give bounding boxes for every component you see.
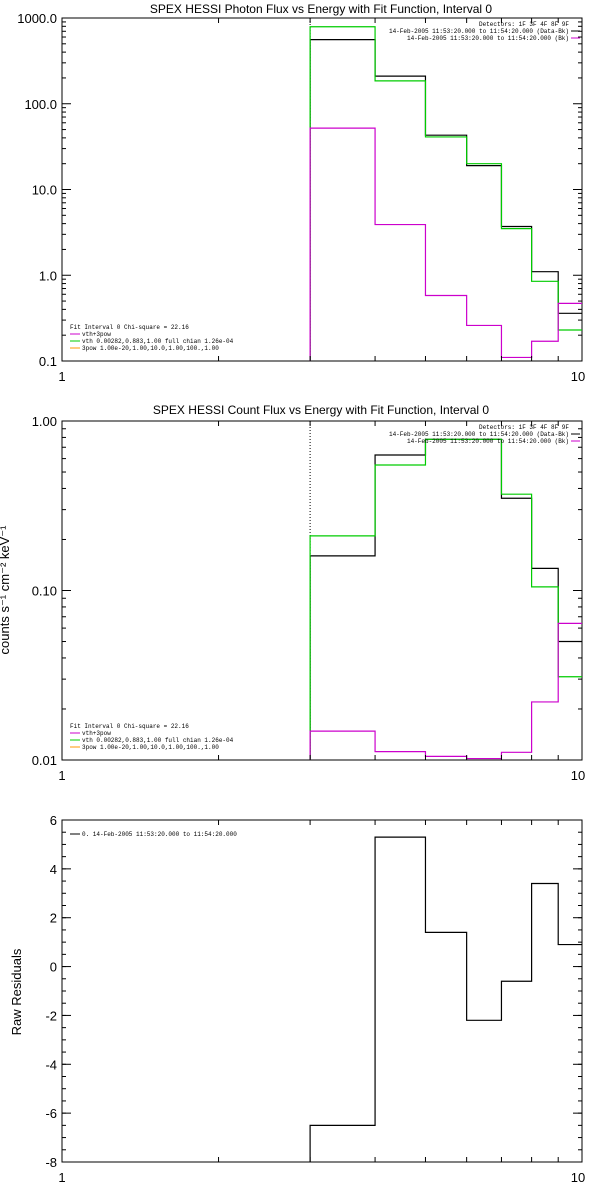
x-tick-label: 10 <box>571 1170 585 1185</box>
series-step-line-0 <box>309 38 582 361</box>
x-tick-label: 1 <box>58 768 65 783</box>
chart-title: SPEX HESSI Photon Flux vs Energy with Fi… <box>150 2 492 16</box>
series-step-line-1 <box>309 26 582 361</box>
photon-flux-panel: SPEX HESSI Photon Flux vs Energy with Fi… <box>17 2 585 384</box>
y-tick-label: -8 <box>45 1155 57 1170</box>
residuals-panel: Raw Residuals -8 -6 -4 -2 0 2 4 6 1 10 0. 14-Feb… <box>9 813 585 1185</box>
legend-right-entry: 14-Feb-2005 11:53:20.000 to 11:54:20.000… <box>389 431 569 438</box>
y-tick-label: 1.00 <box>32 414 57 429</box>
y-tick-label: 2 <box>50 911 57 926</box>
y-tick-label: 0.10 <box>32 584 57 599</box>
chart-title: SPEX HESSI Count Flux vs Energy with Fit… <box>153 403 489 417</box>
legend-left-entry: 0. 14-Feb-2005 11:53:20.000 to 11:54:20.… <box>82 831 237 838</box>
series-step-line-0 <box>309 438 582 760</box>
series-step-line-2 <box>309 127 582 361</box>
y-tick-label: 10.0 <box>32 183 57 198</box>
series-step-line-0 <box>309 836 582 1162</box>
legend-right-entry: 14-Feb-2005 11:53:20.000 to 11:54:20.000… <box>407 438 569 445</box>
y-tick-label: 0.01 <box>32 753 57 768</box>
x-tick-label: 10 <box>571 768 585 783</box>
plot-frame <box>61 819 583 1163</box>
y-axis-label: counts s⁻¹ cm⁻² keV⁻¹ <box>0 525 12 655</box>
y-tick-label: -4 <box>45 1057 57 1072</box>
legend-left-entry: vth+3pow <box>82 730 111 737</box>
y-tick-label: -2 <box>45 1008 57 1023</box>
x-tick-label: 1 <box>58 1170 65 1185</box>
legend-left-entry: vth+3pow <box>82 331 111 338</box>
count-flux-panel: SPEX HESSI Count Flux vs Energy with Fit… <box>0 403 585 783</box>
x-tick-label: 10 <box>571 369 585 384</box>
legend-left-entry: Fit Interval 0 Chi-square = 22.16 <box>70 324 189 331</box>
y-tick-label: 1000.0 <box>17 11 57 26</box>
y-tick-label: 4 <box>50 862 57 877</box>
legend-left-entry: 3pow 1.00e-20,1.00,10.0,1.00,100.,1.00 <box>82 345 219 352</box>
plot-frame <box>61 420 583 761</box>
legend-left-entry: vth 0.00282,0.883,1.00 full chian 1.26e-… <box>82 338 234 345</box>
y-tick-label: 1.0 <box>39 268 57 283</box>
y-tick-label: 0 <box>50 960 57 975</box>
legend-right-entry: 14-Feb-2005 11:53:20.000 to 11:54:20.000… <box>407 35 569 42</box>
plot-frame <box>61 17 583 362</box>
legend-left-entry: vth 0.00282,0.883,1.00 full chian 1.26e-… <box>82 737 234 744</box>
legend-right-entry: Detectors: 1F 3F 4F 8F 9F <box>479 21 569 28</box>
y-tick-label: 100.0 <box>24 97 57 112</box>
legend-right-entry: 14-Feb-2005 11:53:20.000 to 11:54:20.000… <box>389 28 569 35</box>
y-tick-label: 0.1 <box>39 354 57 369</box>
legend-left-entry: 3pow 1.00e-20,1.00,10.0,1.00,100.,1.00 <box>82 744 219 751</box>
x-tick-label: 1 <box>58 369 65 384</box>
y-tick-label: -6 <box>45 1106 57 1121</box>
series-step-line-1 <box>309 438 582 760</box>
legend-right-entry: Detectors: 1F 3F 4F 8F 9F <box>479 424 569 431</box>
y-tick-label: 6 <box>50 813 57 828</box>
series-step-line-2 <box>309 622 582 760</box>
legend-left-entry: Fit Interval 0 Chi-square = 22.16 <box>70 723 189 730</box>
y-axis-label: Raw Residuals <box>9 948 24 1035</box>
